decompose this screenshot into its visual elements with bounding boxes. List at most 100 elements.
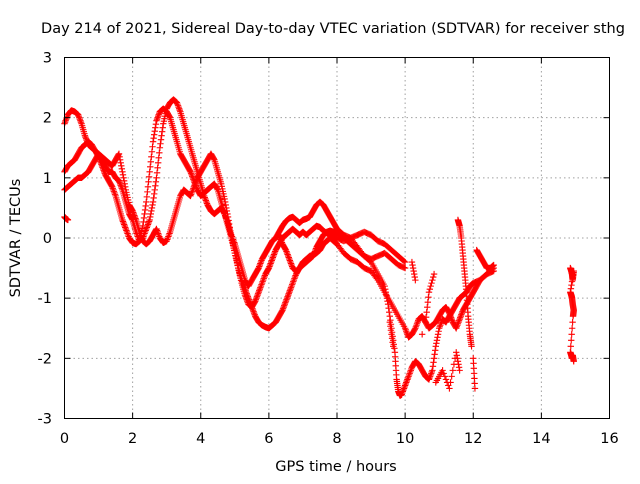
data-point-marker [189, 188, 196, 195]
data-point-marker [154, 230, 162, 237]
x-tick-label: 6 [264, 431, 273, 447]
data-point-marker [407, 368, 414, 376]
data-point-marker [470, 355, 477, 362]
data-point-marker [404, 374, 412, 382]
y-tick-label: 3 [43, 51, 52, 67]
data-point-marker [221, 195, 228, 203]
data-point-marker [269, 254, 277, 261]
data-point-marker [386, 319, 393, 326]
data-point-marker [165, 233, 172, 240]
data-point-marker [278, 237, 285, 245]
data-point-marker [130, 210, 137, 218]
data-point-marker [253, 293, 261, 300]
data-point-marker [458, 311, 465, 318]
data-point-marker [64, 216, 72, 224]
data-point-marker [144, 183, 152, 191]
data-point-marker [413, 322, 420, 329]
data-point-marker [568, 331, 575, 338]
data-point-marker [311, 249, 318, 257]
data-point-marker [288, 281, 296, 288]
data-point-marker [154, 228, 161, 236]
data-point-marker [286, 288, 293, 296]
data-point-marker [429, 367, 436, 374]
data-point-marker [174, 100, 181, 108]
y-tick-label: -3 [38, 412, 52, 428]
data-point-marker [124, 230, 131, 237]
data-point-marker [145, 218, 153, 225]
data-point-marker [388, 331, 395, 338]
data-point-marker [145, 178, 152, 186]
data-point-marker [202, 197, 210, 204]
data-point-marker [425, 293, 432, 301]
data-point-marker [427, 371, 434, 379]
data-point-marker [138, 234, 145, 242]
data-point-marker [286, 257, 294, 264]
data-point-marker [238, 278, 246, 285]
data-point-marker [116, 156, 124, 163]
data-point-marker [62, 117, 69, 124]
data-point-marker [74, 111, 82, 118]
data-point-marker [187, 192, 194, 200]
data-point-marker [289, 279, 296, 287]
data-point-marker [223, 207, 231, 215]
data-point-marker [257, 284, 264, 291]
data-point-marker [201, 194, 208, 201]
data-point-marker [279, 307, 286, 314]
data-point-marker [239, 279, 246, 287]
data-point-marker [569, 319, 576, 326]
data-point-marker [120, 174, 127, 182]
data-point-marker [254, 291, 261, 299]
data-point-marker [154, 114, 161, 121]
data-point-marker [490, 261, 497, 269]
data-point-marker [111, 189, 118, 197]
data-point-marker [123, 228, 131, 236]
data-point-marker [434, 334, 441, 341]
data-point-marker [403, 379, 410, 386]
data-point-marker [157, 136, 165, 143]
data-point-marker [164, 236, 171, 243]
data-point-marker [147, 210, 154, 218]
data-point-marker [401, 325, 409, 332]
data-point-marker [141, 228, 149, 236]
data-point-marker [455, 364, 463, 371]
data-point-marker [569, 313, 577, 320]
data-point-marker [406, 370, 413, 377]
x-tick-label: 2 [128, 431, 137, 447]
data-point-marker [247, 300, 254, 308]
data-point-marker [456, 316, 463, 323]
data-point-marker [429, 363, 437, 370]
data-point-marker [136, 228, 143, 236]
data-point-marker [258, 281, 265, 288]
y-axis-ticks: -3 -2 -1 0 1 2 3 [38, 51, 610, 428]
data-point-marker [430, 270, 438, 278]
y-tick-label: -2 [38, 351, 52, 367]
data-point-marker [225, 217, 232, 224]
data-point-marker [122, 225, 130, 233]
data-point-marker [400, 257, 408, 265]
data-point-marker [122, 183, 129, 191]
data-point-marker [447, 313, 454, 320]
data-point-marker [424, 303, 431, 311]
data-point-marker [115, 150, 123, 157]
data-point-marker [414, 319, 421, 326]
data-point-marker [116, 153, 123, 160]
series-5 [61, 213, 577, 392]
data-point-marker [156, 149, 163, 156]
data-point-marker [120, 177, 128, 185]
data-point-marker [157, 140, 164, 147]
data-point-marker [260, 275, 267, 282]
x-tick-label: 14 [532, 431, 550, 447]
data-point-marker [403, 328, 410, 335]
data-point-marker [426, 285, 434, 293]
data-point-marker [143, 193, 151, 201]
data-point-marker [249, 307, 257, 314]
data-point-marker [149, 143, 156, 150]
data-point-marker [568, 281, 575, 289]
data-point-marker [403, 377, 411, 385]
data-point-marker [131, 212, 138, 219]
data-point-marker [442, 376, 450, 383]
data-point-marker [241, 285, 249, 293]
data-point-marker [210, 155, 218, 162]
data-point-marker [240, 282, 248, 290]
data-point-marker [152, 120, 160, 128]
